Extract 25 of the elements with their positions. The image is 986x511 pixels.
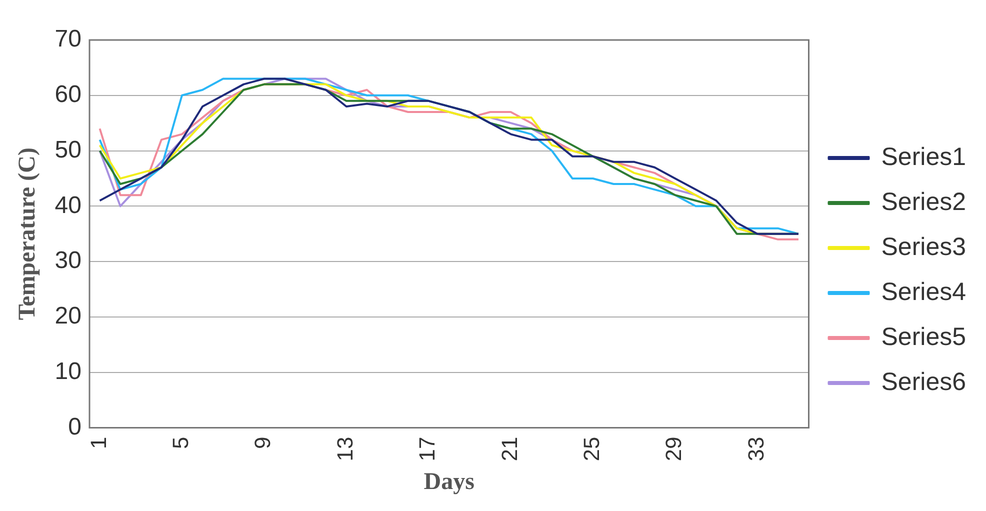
x-tick-label: 25 xyxy=(579,436,604,462)
y-tick-label: 70 xyxy=(54,26,82,53)
y-tick-label: 50 xyxy=(54,136,82,164)
y-tick-label: 0 xyxy=(68,413,82,440)
y-tick-label: 10 xyxy=(54,358,82,385)
x-tick-label: 21 xyxy=(496,436,522,462)
x-tick-label: 5 xyxy=(168,436,194,449)
y-tick-label: 60 xyxy=(54,81,82,108)
y-tick-label: 40 xyxy=(54,192,82,219)
y-tick-label: 20 xyxy=(54,302,82,330)
legend-label: Series1 xyxy=(881,142,966,171)
x-tick-label: 1 xyxy=(86,436,111,449)
x-tick-label: 13 xyxy=(332,436,358,462)
legend-label: Series4 xyxy=(881,278,966,306)
y-axis-title: Temperature (C) xyxy=(14,148,41,320)
x-tick-label: 29 xyxy=(661,436,686,462)
legend-label: Series2 xyxy=(881,188,966,216)
legend-label: Series6 xyxy=(881,368,966,396)
y-tick-label: 30 xyxy=(54,247,82,274)
x-tick-label: 17 xyxy=(414,436,440,462)
x-axis-title: Days xyxy=(424,468,474,495)
legend-label: Series5 xyxy=(881,322,966,351)
legend-label: Series3 xyxy=(881,232,966,261)
x-tick-label: 33 xyxy=(743,436,768,462)
x-tick-label: 9 xyxy=(250,436,276,449)
